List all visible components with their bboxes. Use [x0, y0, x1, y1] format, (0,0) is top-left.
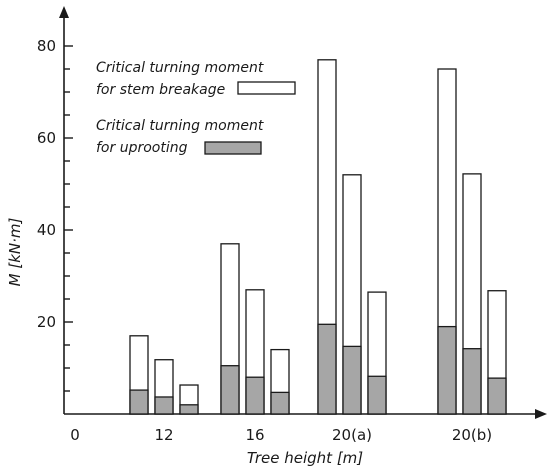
x-tick-label: 20(a): [332, 426, 372, 444]
bar-uprooting: [462, 348, 482, 415]
bar-uprooting: [220, 365, 240, 415]
x-tick-label: 12: [154, 426, 173, 444]
legend: Critical turning moment for stem breakag…: [96, 60, 296, 156]
bar-uprooting: [270, 391, 290, 415]
legend-stem-swatch: [237, 81, 296, 95]
bar-uprooting: [342, 345, 362, 415]
bar-uprooting: [367, 375, 387, 415]
bar-uprooting: [129, 389, 149, 415]
legend-uproot-line2: for uprooting: [96, 140, 188, 156]
bar-uprooting: [487, 377, 507, 415]
legend-stem-line2: for stem breakage: [96, 82, 225, 98]
legend-stem-line1: Critical turning moment: [96, 60, 264, 76]
bar-uprooting: [179, 404, 199, 415]
x-axis-label: Tree height [m]: [247, 449, 363, 467]
origin-label: 0: [70, 426, 80, 444]
x-axis-arrow: [535, 409, 547, 419]
y-axis-arrow: [59, 6, 69, 18]
y-ticks: 20 40 60 80: [37, 37, 73, 392]
legend-uproot-swatch: [204, 141, 262, 155]
x-tick-labels: 12 16 20(a) 20(b): [154, 426, 492, 444]
legend-uproot-line1: Critical turning moment: [96, 118, 264, 134]
x-tick-label: 16: [245, 426, 264, 444]
bar-uprooting: [245, 376, 265, 415]
y-tick-label: 60: [37, 129, 56, 147]
y-axis-label: M [kN·m]: [6, 218, 24, 287]
y-tick-label: 80: [37, 37, 56, 55]
bar-uprooting: [317, 323, 337, 415]
y-tick-label: 40: [37, 221, 56, 239]
bar-uprooting: [437, 325, 457, 415]
y-tick-label: 20: [37, 313, 56, 331]
bars: [129, 59, 507, 415]
x-tick-label: 20(b): [452, 426, 492, 444]
bar-uprooting: [154, 396, 174, 415]
